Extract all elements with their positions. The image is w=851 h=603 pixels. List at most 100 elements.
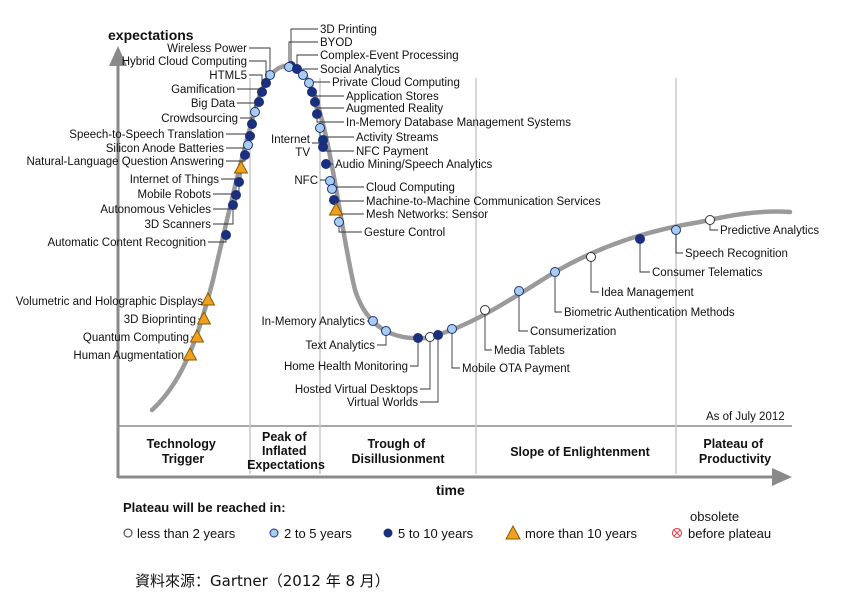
technology-mesh-networks-sensor: Mesh Networks: Sensor: [328, 201, 488, 221]
leader-line: [213, 205, 234, 225]
marker-2to5: [671, 225, 681, 235]
technology-text-analytics: Text Analytics: [305, 326, 391, 352]
technology-hosted-virtual-desktops: Hosted Virtual Desktops: [295, 332, 435, 396]
technology-label: Automatic Content Recognition: [47, 237, 206, 249]
technology-label: Volumetric and Holographic Displays: [16, 296, 204, 308]
leader-line: [288, 41, 318, 67]
phase-slope-of-enlightenment: Slope of Enlightenment: [510, 445, 650, 459]
technology-gamification: Gamification: [171, 84, 264, 107]
technology-3d-scanners: 3D Scanners: [145, 200, 238, 231]
technology-speech-to-speech-translation: Speech-to-Speech Translation: [69, 129, 255, 141]
technology-virtual-worlds: Virtual Worlds: [347, 330, 443, 409]
leader-line: [249, 47, 271, 75]
marker-5to10: [321, 159, 331, 169]
technology-label: Text Analytics: [305, 340, 375, 352]
marker-2to5: [368, 316, 378, 326]
technology-label: Gesture Control: [364, 227, 445, 239]
technology-machine-to-machine-communication-services: Machine-to-Machine Communication Service…: [329, 195, 601, 208]
technology-label: Virtual Worlds: [347, 397, 418, 409]
technology-human-augmentation: Human Augmentation: [73, 346, 198, 362]
leader-line: [639, 239, 650, 273]
phase-technology-trigger: Technology Trigger: [147, 437, 220, 466]
marker-5to10: [245, 131, 255, 141]
technology-activity-streams: Activity Streams: [315, 123, 439, 144]
marker-5to10: [231, 190, 241, 200]
marker-5to10: [254, 97, 264, 107]
marker-lt2: [480, 305, 490, 315]
leader-line: [410, 338, 419, 367]
legend-label-obsolete: obsolete: [690, 509, 739, 524]
marker-2to5: [381, 326, 391, 336]
marker-5to10: [240, 150, 250, 160]
marker-5to10: [312, 109, 322, 119]
technology-quantum-computing: Quantum Computing: [83, 328, 205, 344]
marker-gt10: [196, 310, 212, 325]
technology-complex-event-processing: Complex-Event Processing: [292, 50, 459, 74]
technology-automatic-content-recognition: Automatic Content Recognition: [47, 230, 231, 249]
marker-2to5: [315, 123, 325, 133]
legend: Plateau will be reached in: less than 2 …: [123, 500, 771, 541]
leader-line: [420, 337, 431, 390]
technology-label: Complex-Event Processing: [320, 50, 459, 62]
technology-gesture-control: Gesture Control: [334, 217, 445, 239]
technology-media-tablets: Media Tablets: [480, 305, 565, 357]
technology-predictive-analytics: Predictive Analytics: [705, 215, 819, 237]
technology-biometric-authentication-methods: Biometric Authentication Methods: [550, 267, 735, 319]
technology-label: Internet TV: [271, 134, 311, 159]
marker-2to5: [514, 286, 524, 296]
technology-label: Speech-to-Speech Translation: [69, 129, 224, 141]
marker-5to10: [329, 195, 339, 205]
legend-marker-less-than-2-years: [123, 528, 133, 538]
technology-label: BYOD: [320, 37, 353, 49]
technology-speech-recognition: Speech Recognition: [671, 225, 788, 260]
legend-marker-more-than-10-years: [505, 524, 521, 540]
technology-label: Consumerization: [530, 326, 616, 338]
technology-label: Home Health Monitoring: [284, 361, 408, 373]
leader-line: [518, 291, 528, 332]
legend-marker-obsolete-before-plateau: [671, 527, 683, 539]
x-axis-arrow: [772, 468, 792, 486]
legend-title: Plateau will be reached in:: [123, 500, 286, 515]
technology-html5: HTML5: [209, 70, 267, 97]
marker-5to10: [261, 78, 271, 88]
technology-private-cloud-computing: Private Cloud Computing: [304, 77, 460, 89]
technology-autonomous-vehicles: Autonomous Vehicles: [100, 190, 241, 216]
marker-2to5: [243, 140, 253, 150]
technology-label: Cloud Computing: [366, 182, 455, 194]
legend-label-less-than-2-years: less than 2 years: [137, 526, 236, 541]
leader-line: [451, 329, 460, 369]
technology-label: Private Cloud Computing: [332, 77, 460, 89]
phase-labels: Technology Trigger Peak of Inflated Expe…: [147, 430, 772, 472]
technology-social-analytics: Social Analytics: [298, 64, 400, 80]
technology-big-data: Big Data: [191, 98, 260, 117]
technology-label: Mesh Networks: Sensor: [366, 209, 488, 221]
technology-label: Speech Recognition: [685, 248, 788, 260]
technology-label: Audio Mining/Speech Analytics: [335, 159, 493, 171]
technology-label: Gamification: [171, 84, 235, 96]
marker-5to10: [247, 119, 257, 129]
legend-label-5-to-10-years: 5 to 10 years: [398, 526, 474, 541]
technology-label: Mobile OTA Payment: [462, 363, 571, 375]
marker-5to10: [234, 177, 244, 187]
leader-line: [590, 257, 599, 293]
technology-idea-management: Idea Management: [586, 252, 695, 299]
technology-label: Media Tablets: [494, 345, 565, 357]
technology-label: In-Memory Analytics: [261, 316, 365, 328]
technology-label: Internet of Things: [130, 174, 220, 186]
marker-5to10: [413, 333, 423, 343]
technology-nfc-payment: NFC Payment: [318, 135, 429, 158]
phase-plateau-of-productivity: Plateau of Productivity: [699, 437, 771, 466]
technology-label: Mobile Robots: [137, 189, 211, 201]
marker-gt10: [182, 346, 198, 361]
technology-label: Consumer Telematics: [652, 267, 763, 279]
marker-lt2: [705, 215, 715, 225]
technology-label: Hybrid Cloud Computing: [122, 56, 247, 68]
marker-5to10: [228, 200, 238, 210]
marker-5to10: [310, 97, 320, 107]
technology-mobile-ota-payment: Mobile OTA Payment: [447, 324, 571, 375]
marker-lt2: [586, 252, 596, 262]
technology-label: Activity Streams: [356, 132, 439, 144]
technology-label: NFC: [294, 175, 318, 187]
